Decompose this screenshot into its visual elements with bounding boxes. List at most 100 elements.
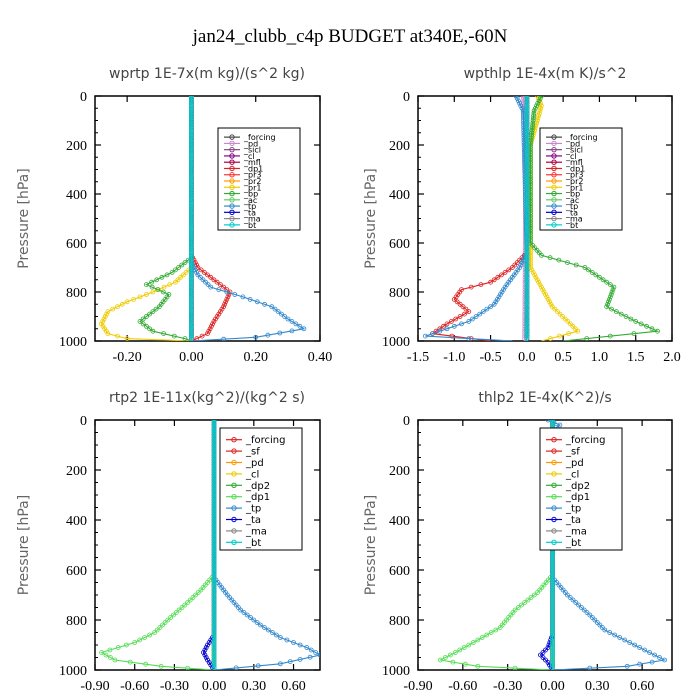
legend-entry-pr3: _pr3 — [224, 171, 261, 180]
data-point — [202, 652, 208, 658]
x-tick-label: 0.40 — [308, 350, 333, 365]
data-point — [524, 135, 530, 141]
legend-marker — [231, 516, 237, 523]
series-line-dp1 — [100, 420, 215, 670]
legend-marker — [229, 222, 235, 228]
legend-marker — [229, 203, 235, 209]
data-point — [521, 96, 526, 101]
data-point — [188, 132, 194, 138]
data-point — [188, 179, 194, 185]
data-point — [524, 171, 530, 177]
data-point — [524, 198, 530, 204]
data-point — [565, 318, 571, 324]
data-point — [211, 455, 217, 460]
data-point — [530, 120, 536, 126]
data-point — [531, 108, 537, 114]
data-point — [524, 314, 530, 319]
data-point — [466, 318, 472, 324]
x-tick-label: 0.30 — [242, 679, 267, 694]
data-point — [169, 269, 175, 275]
data-point — [528, 189, 533, 195]
y-tick-label: 1000 — [59, 335, 87, 350]
legend-entry-cl: _cl — [224, 152, 255, 161]
data-point — [211, 462, 217, 468]
data-point — [175, 277, 181, 283]
data-point — [211, 432, 217, 438]
data-point — [524, 140, 530, 146]
data-point — [528, 262, 533, 268]
data-point — [528, 193, 533, 199]
data-point — [524, 130, 530, 136]
legend-label: _ma — [243, 215, 261, 224]
data-point — [223, 299, 229, 305]
data-point — [188, 284, 194, 290]
legend-label: _sf — [245, 447, 260, 458]
data-point — [188, 110, 194, 116]
series-line-dp1 — [438, 420, 554, 670]
data-point — [137, 318, 143, 324]
data-point — [530, 123, 535, 128]
data-point — [211, 627, 217, 633]
legend-entry-bt: _bt — [224, 221, 256, 230]
data-point — [589, 269, 595, 275]
data-point — [211, 490, 217, 495]
data-point — [521, 127, 527, 133]
legend-entry-ac: _ac — [546, 196, 579, 205]
data-point — [533, 123, 539, 128]
data-point — [188, 127, 194, 133]
data-point — [188, 198, 194, 204]
data-point — [531, 110, 537, 116]
legend-marker — [229, 134, 235, 140]
data-point — [524, 149, 530, 155]
data-point — [211, 475, 217, 480]
data-point — [211, 560, 217, 565]
data-point — [191, 265, 197, 270]
data-point — [189, 96, 194, 99]
data-point — [437, 328, 443, 334]
data-point — [104, 311, 109, 317]
data-point — [211, 602, 217, 608]
series-line-pr1 — [100, 96, 192, 341]
legend-marker — [551, 153, 557, 159]
x-tick-label: -0.30 — [160, 679, 189, 694]
data-point — [210, 321, 216, 327]
data-point — [179, 262, 185, 268]
data-point — [211, 442, 217, 448]
panel-title: thlp2 1E-4x(K^2)/s — [478, 390, 611, 406]
data-point — [152, 630, 158, 635]
data-point — [140, 316, 146, 322]
data-point — [451, 323, 457, 329]
legend-marker — [229, 209, 235, 216]
data-point — [521, 132, 527, 138]
data-point — [529, 125, 535, 131]
legend-marker — [231, 482, 237, 488]
data-point — [211, 610, 217, 615]
data-point — [480, 309, 486, 315]
data-point — [188, 98, 194, 104]
data-point — [206, 328, 212, 334]
data-point — [313, 650, 319, 655]
data-point — [124, 336, 130, 341]
data-point — [528, 203, 533, 209]
data-point — [524, 184, 530, 190]
data-point — [524, 282, 530, 288]
legend-entry-ta: _ta — [546, 208, 578, 217]
data-point — [524, 323, 530, 329]
data-point — [211, 652, 217, 658]
data-point — [549, 304, 555, 310]
y-tick-label: 0 — [403, 414, 410, 429]
legend-marker — [229, 153, 235, 159]
data-point — [528, 162, 533, 168]
data-point — [524, 250, 530, 256]
data-point — [211, 580, 217, 585]
data-point — [187, 597, 193, 603]
data-point — [251, 617, 257, 623]
data-point — [211, 500, 217, 505]
legend-entry-forcing: _forcing — [546, 133, 598, 142]
data-point — [188, 96, 194, 101]
legend-entry-cl: _cl — [546, 152, 577, 161]
data-point — [524, 225, 530, 231]
data-point — [524, 269, 530, 275]
data-point — [188, 309, 194, 315]
